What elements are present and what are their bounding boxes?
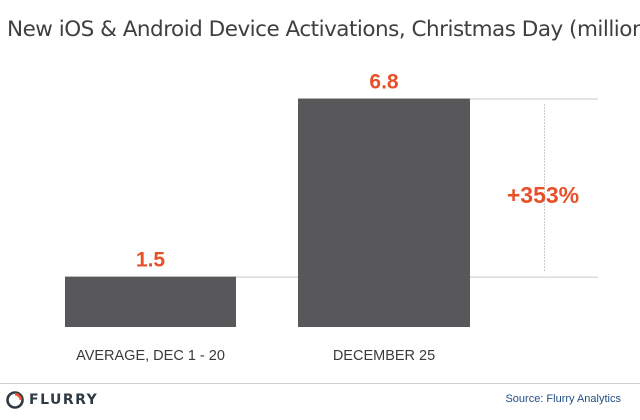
brand-name: FLURRY [29, 392, 99, 408]
category-label-december-25: DECEMBER 25 [333, 348, 435, 364]
flurry-logo-icon [6, 391, 24, 409]
value-label-december-25: 6.8 [369, 71, 399, 94]
bar-december-25 [298, 98, 470, 328]
category-label-average-dec-1-20: AVERAGE, DEC 1 - 20 [76, 348, 225, 364]
footer-divider [0, 383, 640, 384]
growth-annotation: +353% [507, 182, 579, 208]
chart-title: New iOS & Android Device Activations, Ch… [7, 17, 640, 42]
value-label-average-dec-1-20: 1.5 [136, 249, 166, 272]
source-note: Source: Flurry Analytics [505, 393, 621, 405]
bar-chart: 1.5 AVERAGE, DEC 1 - 20 6.8 DECEMBER 25 +353… [65, 71, 598, 364]
bar-average-dec-1-20 [65, 276, 236, 327]
flurry-logo: FLURRY [6, 391, 98, 409]
